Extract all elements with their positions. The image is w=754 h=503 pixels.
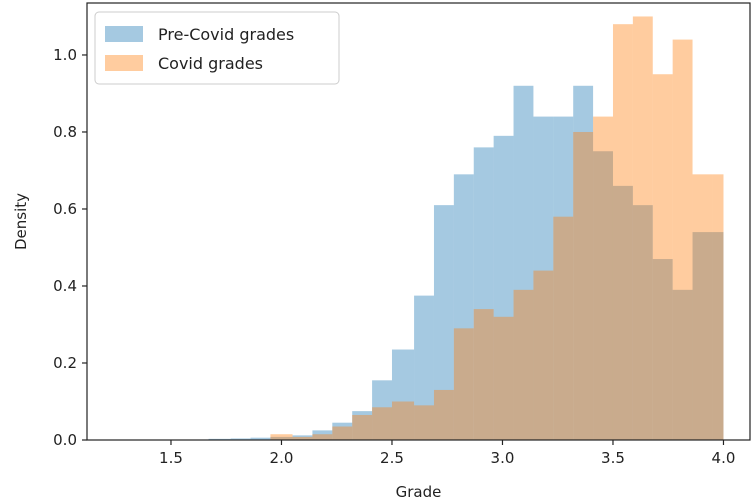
y-tick-label: 0.6 [53, 200, 77, 218]
pre-covid-grades-bar [533, 116, 554, 441]
pre-covid-grades-bar [712, 232, 724, 440]
covid-grades-bar [270, 434, 293, 440]
x-tick-label: 3.5 [601, 449, 625, 467]
pre-covid-grades-bar [553, 116, 574, 441]
covid-grades-bar [473, 309, 494, 440]
covid-grades-bar [414, 405, 434, 440]
y-tick-label: 0.4 [53, 277, 77, 295]
x-tick-label: 2.0 [270, 449, 294, 467]
pre-covid-grades-bar [270, 436, 293, 440]
pre-covid-grades-bar [493, 135, 514, 441]
pre-covid-grades-bar [473, 147, 494, 441]
covid-grades-bar [332, 426, 353, 440]
covid-grades-bar [453, 328, 474, 440]
pre-covid-grades-bar [414, 295, 434, 440]
covid-grades-bar [612, 24, 633, 441]
covid-grades-bar [593, 116, 613, 441]
x-axis-label: Grade [396, 483, 442, 501]
covid-grades-legend-swatch [105, 55, 143, 71]
x-tick-label: 1.5 [159, 449, 183, 467]
pre-covid-grades-bar [573, 85, 594, 441]
y-axis-ticks: 0.0 0.2 0.4 0.6 0.8 1.0 [53, 46, 87, 449]
bars-layer [208, 16, 724, 441]
y-tick-label: 0.8 [53, 123, 77, 141]
covid-grades-bar [513, 289, 534, 440]
pre-covid-grades-bar [292, 435, 313, 440]
pre-covid-grades-bar [453, 174, 474, 440]
covid-grades-bar [632, 16, 653, 441]
y-tick-label: 0.2 [53, 354, 77, 372]
y-tick-label: 0.0 [53, 431, 77, 449]
covid-grades-bar [352, 414, 373, 440]
covid-grades-bar [573, 131, 594, 441]
covid-grades-bar [672, 39, 693, 441]
covid-grades-bar [433, 389, 454, 440]
covid-grades-bar [553, 216, 574, 440]
pre-covid-grades-bar [352, 411, 373, 440]
pre-covid-grades-bar [632, 205, 653, 440]
pre-covid-grades-bar [612, 185, 633, 440]
covid-grades-bar [312, 434, 333, 440]
covid-grades-bar [372, 407, 392, 440]
pre-covid-grades-bar [692, 232, 713, 440]
pre-covid-grades-bar [433, 205, 454, 440]
pre-covid-grades-bar [230, 438, 251, 440]
covid-grades-bar [692, 174, 713, 440]
pre-covid-grades-bar [513, 85, 534, 441]
x-tick-label: 4.0 [712, 449, 736, 467]
x-tick-label: 3.0 [491, 449, 515, 467]
covid-grades-bar [391, 401, 415, 440]
x-axis-ticks: 1.5 2.0 2.5 3.0 3.5 4.0 [159, 440, 735, 467]
legend-box [94, 11, 340, 85]
x-tick-label: 2.5 [380, 449, 404, 467]
covid-grades-bar [652, 74, 673, 441]
pre-covid-grades-bar [312, 430, 333, 440]
pre-covid-grades-bar [332, 422, 353, 440]
covid-grades-bar [493, 316, 514, 440]
pre-covid-grades-bar [593, 151, 613, 441]
pre-covid-grades-bar [391, 349, 415, 440]
pre-covid-grades-legend-swatch [105, 26, 143, 42]
pre-covid-grades-bar [652, 259, 673, 440]
pre-covid-grades-bar [372, 380, 392, 440]
covid-grades-bar [533, 270, 554, 440]
legend: Pre-Covid grades Covid grades [94, 11, 340, 85]
covid-grades-bar [712, 174, 724, 440]
covid-grades-bar [292, 436, 313, 440]
pre-covid-grades-bar [672, 289, 693, 440]
pre-covid-grades-bar [250, 437, 271, 440]
plot-frame [86, 2, 751, 441]
y-tick-label: 1.0 [53, 46, 77, 64]
pre-covid-grades-legend-label: Pre-Covid grades [158, 25, 294, 44]
y-axis-label: Density [12, 193, 30, 250]
covid-grades-legend-label: Covid grades [158, 54, 263, 73]
